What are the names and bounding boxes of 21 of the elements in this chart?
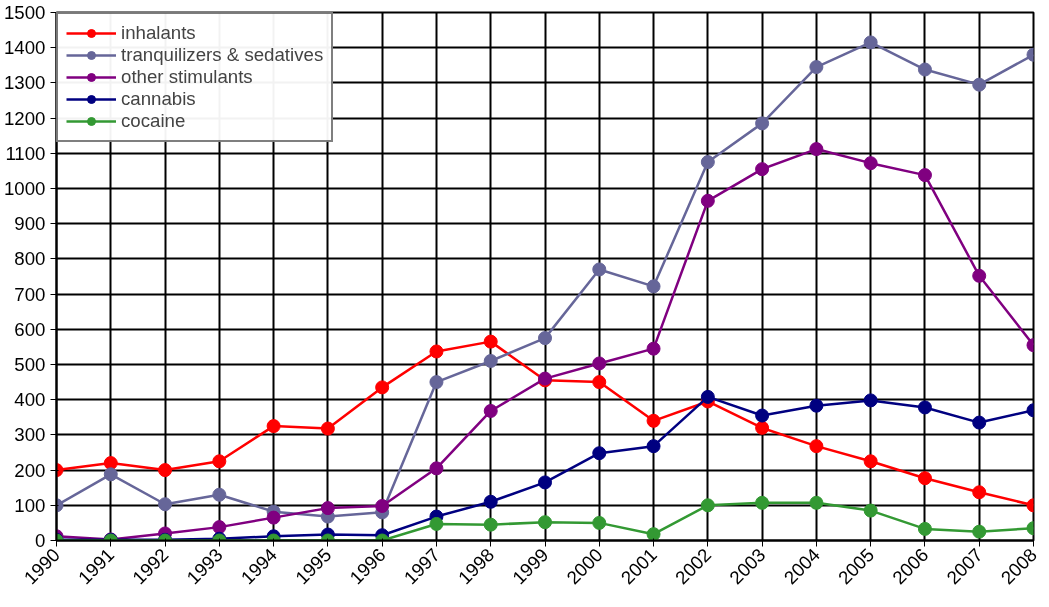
y-tick-label: 1200 (4, 107, 46, 129)
y-tick-label: 1400 (4, 37, 46, 59)
legend-label: tranquilizers & sedatives (121, 44, 324, 66)
legend-label: cocaine (121, 110, 186, 132)
y-tick-label: 500 (14, 354, 46, 375)
y-tick-label: 100 (14, 494, 46, 516)
y-tick-label: 1000 (4, 178, 46, 199)
legend-label: cannabis (121, 88, 196, 110)
y-tick-label: 0 (35, 530, 46, 551)
y-tick-label: 1300 (4, 72, 46, 94)
y-tick-label: 700 (14, 283, 46, 305)
y-tick-label: 1100 (5, 142, 46, 164)
y-tick-label: 400 (14, 389, 46, 411)
y-tick-label: 800 (14, 248, 46, 270)
legend-label: other stimulants (121, 66, 253, 88)
legend-label: inhalants (121, 22, 196, 44)
y-tick-label: 300 (14, 424, 46, 446)
y-tick-label: 1500 (4, 2, 46, 23)
y-tick-label: 200 (14, 459, 46, 481)
y-tick-label: 600 (14, 318, 46, 340)
y-tick-label: 900 (14, 213, 46, 235)
